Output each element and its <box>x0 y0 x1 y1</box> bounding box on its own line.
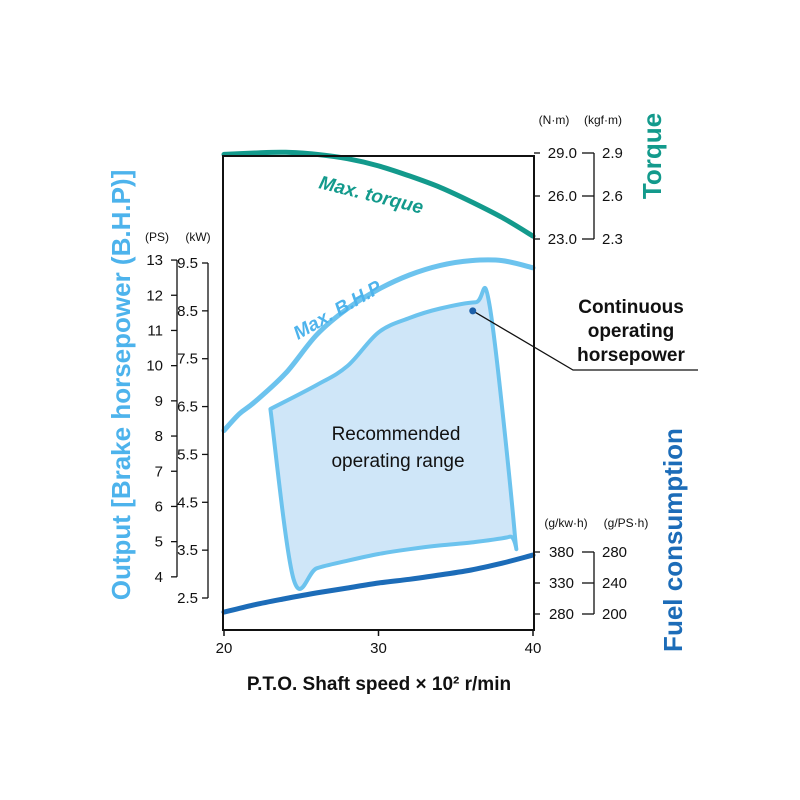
nm-unit-label: (N·m) <box>539 113 570 127</box>
axes-group: 20 30 40 9.5 8.5 7.5 6.5 5.5 4.5 3.5 2.5 13 12 11 10 9 8… <box>146 145 627 657</box>
gpsh-unit-label: (g/PS·h) <box>604 516 649 530</box>
ps-tick-label: 12 <box>146 287 163 304</box>
x-tick-label: 20 <box>216 640 233 657</box>
nm-tick-label: 29.0 <box>548 145 577 162</box>
x-tick-label: 30 <box>370 640 387 657</box>
kw-tick-label: 6.5 <box>177 399 198 416</box>
ps-tick-label: 8 <box>155 428 163 445</box>
nm-tick-label: 26.0 <box>548 188 577 205</box>
ps-tick-label: 13 <box>146 252 163 269</box>
ps-tick-label: 4 <box>155 569 163 586</box>
kw-unit-label: (kW) <box>185 230 210 244</box>
gkwh-tick-label: 330 <box>549 575 574 592</box>
region-label-line-2: operating range <box>331 451 464 472</box>
kw-tick-label: 5.5 <box>177 446 198 463</box>
gkwh-unit-label: (g/kw·h) <box>544 516 587 530</box>
ps-tick-label: 10 <box>146 358 163 375</box>
kw-tick-label: 3.5 <box>177 542 198 559</box>
annotation-point <box>469 307 477 315</box>
gkwh-tick-label: 280 <box>549 606 574 623</box>
ps-tick-label: 7 <box>155 463 163 480</box>
curves-group <box>221 149 536 615</box>
recommended-range-group <box>268 286 519 591</box>
region-label-line-1: Recommended <box>332 424 461 445</box>
gpsh-tick-label: 280 <box>602 544 627 561</box>
gpsh-tick-label: 240 <box>602 575 627 592</box>
x-axis-title: P.T.O. Shaft speed × 10² r/min <box>247 674 511 695</box>
ps-tick-label: 5 <box>155 534 163 551</box>
annotation-leader-line <box>472 310 698 371</box>
fuel-consumption-curve <box>221 552 536 615</box>
ps-tick-label: 9 <box>155 393 163 410</box>
max-bhp-label: Max. B.H.P <box>290 277 386 344</box>
kgfm-unit-label: (kgf·m) <box>584 113 622 127</box>
ps-tick-label: 11 <box>147 322 163 339</box>
kgfm-tick-label: 2.3 <box>602 231 623 248</box>
kw-tick-label: 2.5 <box>177 590 198 607</box>
annotation-line-1: Continuous <box>578 297 684 318</box>
kw-tick-label: 7.5 <box>177 351 198 368</box>
continuous-hp-annotation: Continuous operating horsepower <box>469 297 698 371</box>
ps-unit-label: (PS) <box>145 230 169 244</box>
kw-tick-label: 4.5 <box>177 494 198 511</box>
output-axis-title: Output [Brake horsepower (B.H.P)] <box>106 170 136 600</box>
kw-tick-label: 9.5 <box>177 255 198 272</box>
fuel-axis-title: Fuel consumption <box>658 428 688 652</box>
annotation-line-2: operating <box>588 321 675 342</box>
nm-tick-label: 23.0 <box>548 231 577 248</box>
max-bhp-curve <box>221 257 536 433</box>
kw-tick-label: 8.5 <box>177 303 198 320</box>
recommended-range-area <box>268 286 519 591</box>
kgfm-tick-label: 2.6 <box>602 188 623 205</box>
x-tick-label: 40 <box>525 640 542 657</box>
annotation-line-3: horsepower <box>577 345 685 366</box>
gkwh-tick-label: 380 <box>549 544 574 561</box>
kgfm-tick-label: 2.9 <box>602 145 623 162</box>
torque-axis-title: Torque <box>637 113 667 199</box>
gpsh-tick-label: 200 <box>602 606 627 623</box>
max-torque-curve <box>221 149 536 239</box>
ps-tick-label: 6 <box>155 498 163 515</box>
max-torque-label: Max. torque <box>317 172 426 218</box>
